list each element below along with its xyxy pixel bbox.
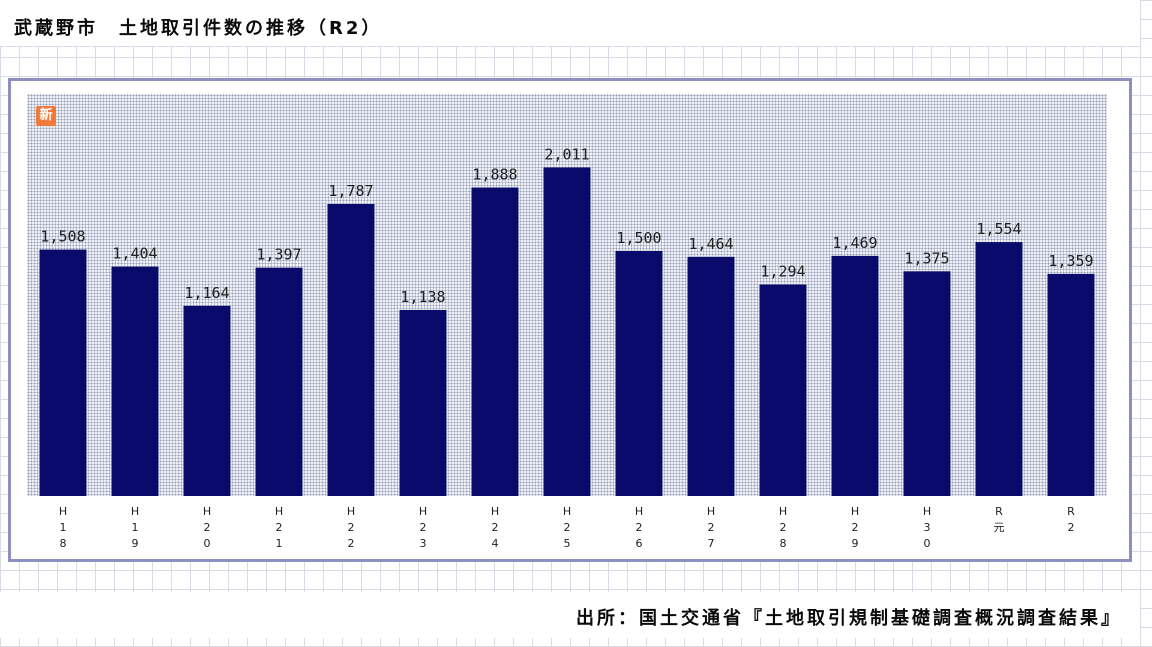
data-label-H29: 1,469 xyxy=(832,234,877,252)
chart-title: 武蔵野市 土地取引件数の推移（R2） xyxy=(14,18,383,39)
data-label-H26: 1,500 xyxy=(616,229,661,247)
bar-H24 xyxy=(471,187,519,496)
data-label-H21: 1,397 xyxy=(256,246,301,264)
bar-H23 xyxy=(399,310,447,496)
new-badge-icon: 新 xyxy=(36,106,56,126)
data-label-H18: 1,508 xyxy=(40,228,85,246)
data-label-H28: 1,294 xyxy=(760,263,805,281)
bar-H26 xyxy=(615,250,663,496)
bar-H19 xyxy=(111,266,159,496)
source-note: 出所：国土交通省『土地取引規制基礎調査概況調査結果』 xyxy=(576,608,1122,629)
title-band xyxy=(0,0,1140,47)
bar-H27 xyxy=(687,256,735,496)
bar-R元 xyxy=(975,242,1023,496)
data-label-H20: 1,164 xyxy=(184,284,229,302)
bar-H22 xyxy=(327,204,375,496)
data-label-H25: 2,011 xyxy=(544,145,589,163)
bar-H20 xyxy=(183,305,231,496)
data-label-H23: 1,138 xyxy=(400,288,445,306)
data-label-H27: 1,464 xyxy=(688,235,733,253)
data-label-H22: 1,787 xyxy=(328,182,373,200)
bar-H21 xyxy=(255,267,303,496)
bar-H25 xyxy=(543,167,591,496)
bar-H30 xyxy=(903,271,951,496)
bar-H29 xyxy=(831,255,879,496)
data-label-H19: 1,404 xyxy=(112,245,157,263)
data-label-R元: 1,554 xyxy=(976,220,1021,238)
bar-H28 xyxy=(759,284,807,496)
data-label-R2: 1,359 xyxy=(1048,252,1093,270)
data-label-H24: 1,888 xyxy=(472,166,517,184)
data-label-H30: 1,375 xyxy=(904,249,949,267)
bar-R2 xyxy=(1047,273,1095,496)
bar-H18 xyxy=(39,249,87,496)
source-band xyxy=(0,592,1140,638)
